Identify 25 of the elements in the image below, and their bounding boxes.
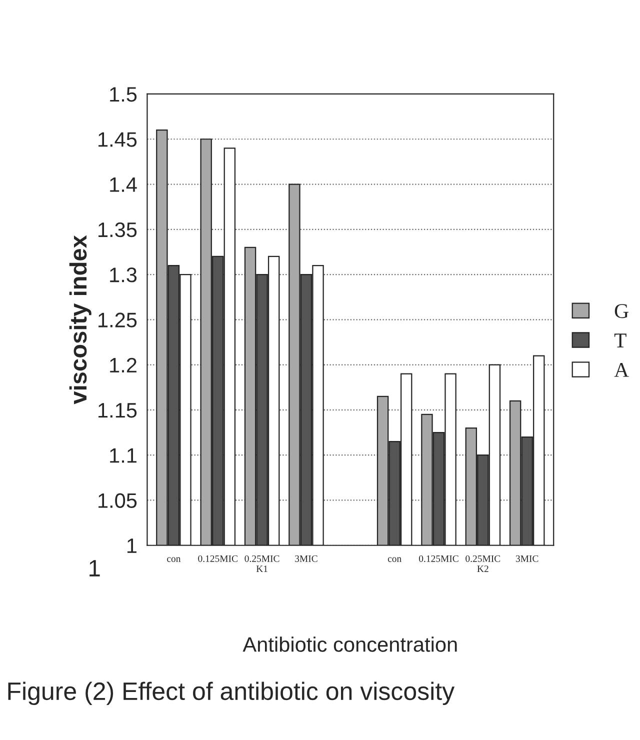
y-tick-label: 1.25 [98,312,137,328]
y-tick-label: 1.45 [98,132,137,147]
y-tick-label: 1.5 [110,87,137,102]
y-tick-label: 1.3 [110,268,137,282]
y-tick-label: 1.35 [98,222,137,238]
y-tick-label: 1.15 [98,403,137,418]
text: Figure (2) Effect of antibiotic on viscosity [8,682,455,706]
legend-label: G [614,304,628,318]
y-tick-label: 1.1 [110,448,136,463]
x-tick-label: 0.25MIC K2 [466,555,500,572]
x-tick-label: 0.25MIC K1 [244,555,280,572]
x-tick-label: con [167,557,181,562]
x-tick-label: 3MIC [516,555,538,562]
y-tick-label: 1.05 [98,493,137,508]
x-tick-label: con [388,557,402,562]
x-tick-label: 3MIC [295,555,318,562]
y-tick-label: 1 [127,538,136,553]
legend-label: T [614,334,626,348]
y-tick-label: 1.2 [110,358,136,372]
x-tick-label: 0.125MIC [198,555,238,562]
legend-label: A [614,363,629,377]
y-tick-label: 1.4 [110,177,137,192]
x-tick-label: 0.125MIC [418,555,458,562]
x-axis-title: Antibiotic concentration [242,636,457,652]
y-axis-title: viscosity index [69,235,92,404]
